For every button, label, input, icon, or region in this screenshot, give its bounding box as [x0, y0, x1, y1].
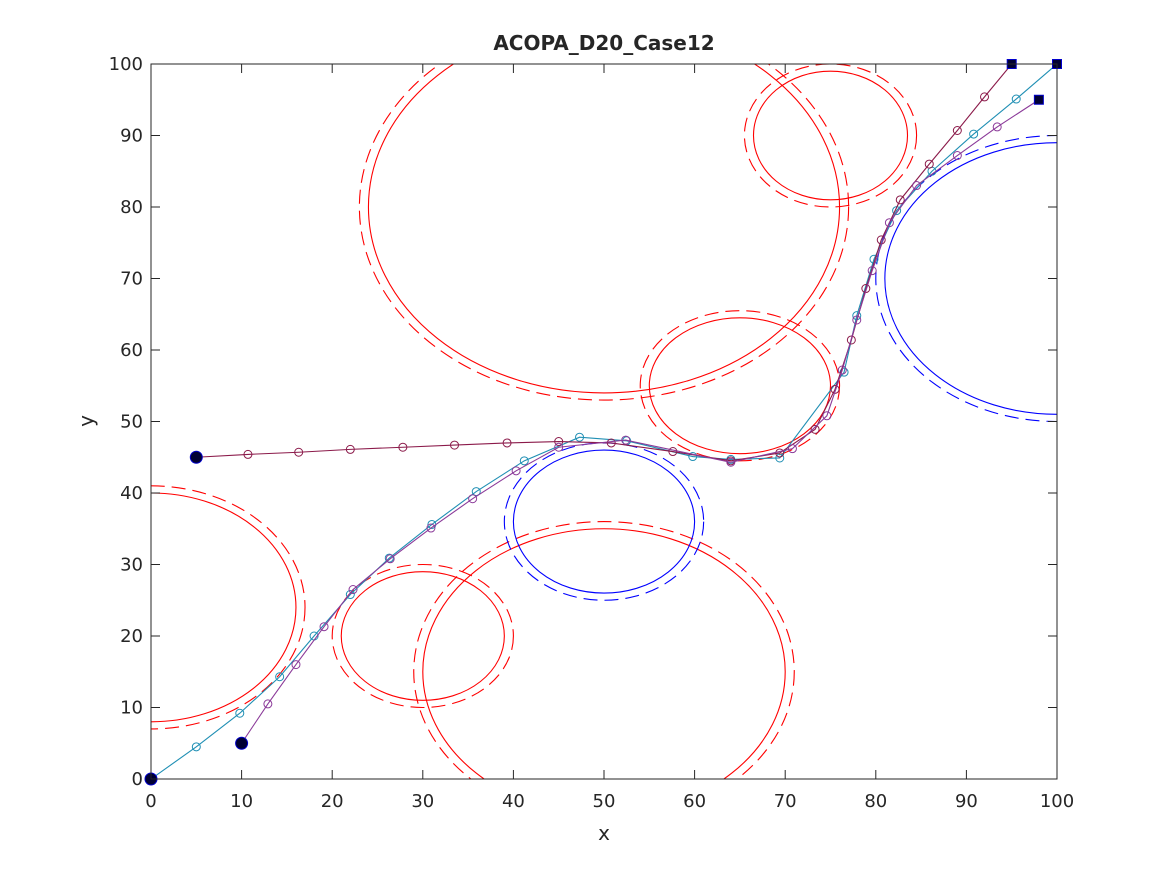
x-tick-label: 50 — [593, 791, 616, 812]
path-2-point-18 — [912, 181, 922, 191]
path-2-point-3 — [319, 622, 329, 632]
path-2-point-12 — [787, 444, 797, 454]
path-1-point-8 — [606, 438, 616, 448]
path-1-point-11 — [775, 448, 785, 458]
path-0-point-3 — [275, 672, 285, 682]
x-axis-label: x — [598, 821, 610, 845]
path-0-point-6 — [384, 553, 394, 563]
path-2-point-1 — [263, 699, 273, 709]
y-tick-label: 20 — [120, 626, 143, 647]
path-1-point-14 — [846, 335, 856, 345]
path-0-point-15 — [839, 367, 849, 377]
x-tick-label: 60 — [683, 791, 706, 812]
obstacle-1-boundary — [752, 70, 909, 201]
x-tick-label: 10 — [230, 791, 253, 812]
obstacle-3-boundary — [151, 492, 297, 723]
y-tick-label: 100 — [109, 54, 143, 75]
path-1-point-3 — [345, 444, 355, 454]
y-tick-label: 80 — [120, 197, 143, 218]
y-tick-label: 40 — [120, 483, 143, 504]
path-2-point-16 — [867, 266, 877, 276]
path-2-point-8 — [511, 466, 521, 476]
start-marker-1 — [189, 450, 203, 464]
path-2-point-17 — [884, 218, 894, 228]
path-0-point-14 — [775, 453, 785, 463]
path-2-point-7 — [468, 494, 478, 504]
path-1-point-17 — [895, 195, 905, 205]
x-tick-label: 90 — [955, 791, 978, 812]
obstacle-2-boundary — [648, 317, 832, 455]
path-1-point-5 — [450, 440, 460, 450]
path-2-point-14 — [837, 365, 847, 375]
path-1-point-2 — [294, 447, 304, 457]
path-0-point-1 — [191, 742, 201, 752]
path-1-point-20 — [980, 92, 990, 102]
plot-area — [151, 64, 1057, 779]
path-2-point-4 — [348, 585, 358, 595]
path-2-point-11 — [726, 457, 736, 467]
path-1-point-18 — [924, 159, 934, 169]
path-2-point-13 — [822, 411, 832, 421]
y-tick-label: 10 — [120, 698, 143, 719]
x-tick-label: 70 — [774, 791, 797, 812]
path-0-point-21 — [1011, 94, 1021, 104]
x-tick-label: 0 — [145, 791, 156, 812]
path-1-point-12 — [810, 424, 820, 434]
path-2-point-5 — [385, 554, 395, 564]
y-tick-label: 0 — [132, 769, 143, 790]
obstacle-2-safety-margin — [639, 310, 841, 462]
chart-title: ACOPA_D20_Case12 — [493, 31, 714, 55]
path-1-point-7 — [554, 437, 564, 447]
path-1-point-6 — [502, 438, 512, 448]
y-tick-label: 90 — [120, 126, 143, 147]
path-0-point-12 — [688, 452, 698, 462]
path-1-point-13 — [830, 384, 840, 394]
obstacle-4-boundary — [340, 571, 505, 701]
y-tick-label: 30 — [120, 555, 143, 576]
path-0-point-9 — [519, 456, 529, 466]
path-2-point-6 — [426, 523, 436, 533]
y-tick-label: 70 — [120, 269, 143, 290]
obstacle-5-safety-margin — [413, 521, 795, 779]
path-0-point-2 — [235, 708, 245, 718]
obstacle-1-safety-margin — [743, 64, 918, 208]
y-tick-label: 50 — [120, 412, 143, 433]
path-2-point-9 — [554, 442, 564, 452]
goal-marker-2 — [1033, 94, 1044, 105]
x-tick-label: 40 — [502, 791, 525, 812]
y-axis-label: y — [74, 415, 98, 427]
start-marker-2 — [235, 736, 249, 750]
path-0-point-5 — [345, 590, 355, 600]
path-2-point-20 — [992, 122, 1002, 132]
path-1-point-9 — [668, 447, 678, 457]
path-1-point-4 — [398, 442, 408, 452]
obstacle-4-safety-margin — [331, 563, 514, 709]
obstacle-5-boundary — [422, 528, 786, 779]
obstacle-3-safety-margin — [151, 485, 306, 730]
obstacle-6-boundary — [512, 449, 696, 594]
x-tick-label: 80 — [864, 791, 887, 812]
y-tick-label: 60 — [120, 340, 143, 361]
series-layer — [151, 64, 1057, 779]
x-tick-label: 20 — [321, 791, 344, 812]
path-0-point-10 — [575, 432, 585, 442]
path-0-point-8 — [471, 487, 481, 497]
x-tick-label: 100 — [1040, 791, 1074, 812]
path-line-2 — [241, 99, 1040, 744]
path-1-point-1 — [243, 449, 253, 459]
path-1-point-19 — [952, 125, 962, 135]
obstacle-0-safety-margin — [358, 64, 850, 401]
tick-layer: 0 10 20 30 40 50 60 70 80 90 100 0 10 20 30 40 50 60 70 80 9… — [109, 54, 1075, 812]
path-2-point-2 — [291, 660, 301, 670]
path-2-point-19 — [952, 151, 962, 161]
path-2-point-15 — [852, 315, 862, 325]
path-2-point-10 — [621, 435, 631, 445]
x-tick-label: 30 — [411, 791, 434, 812]
path-0-point-20 — [969, 129, 979, 139]
